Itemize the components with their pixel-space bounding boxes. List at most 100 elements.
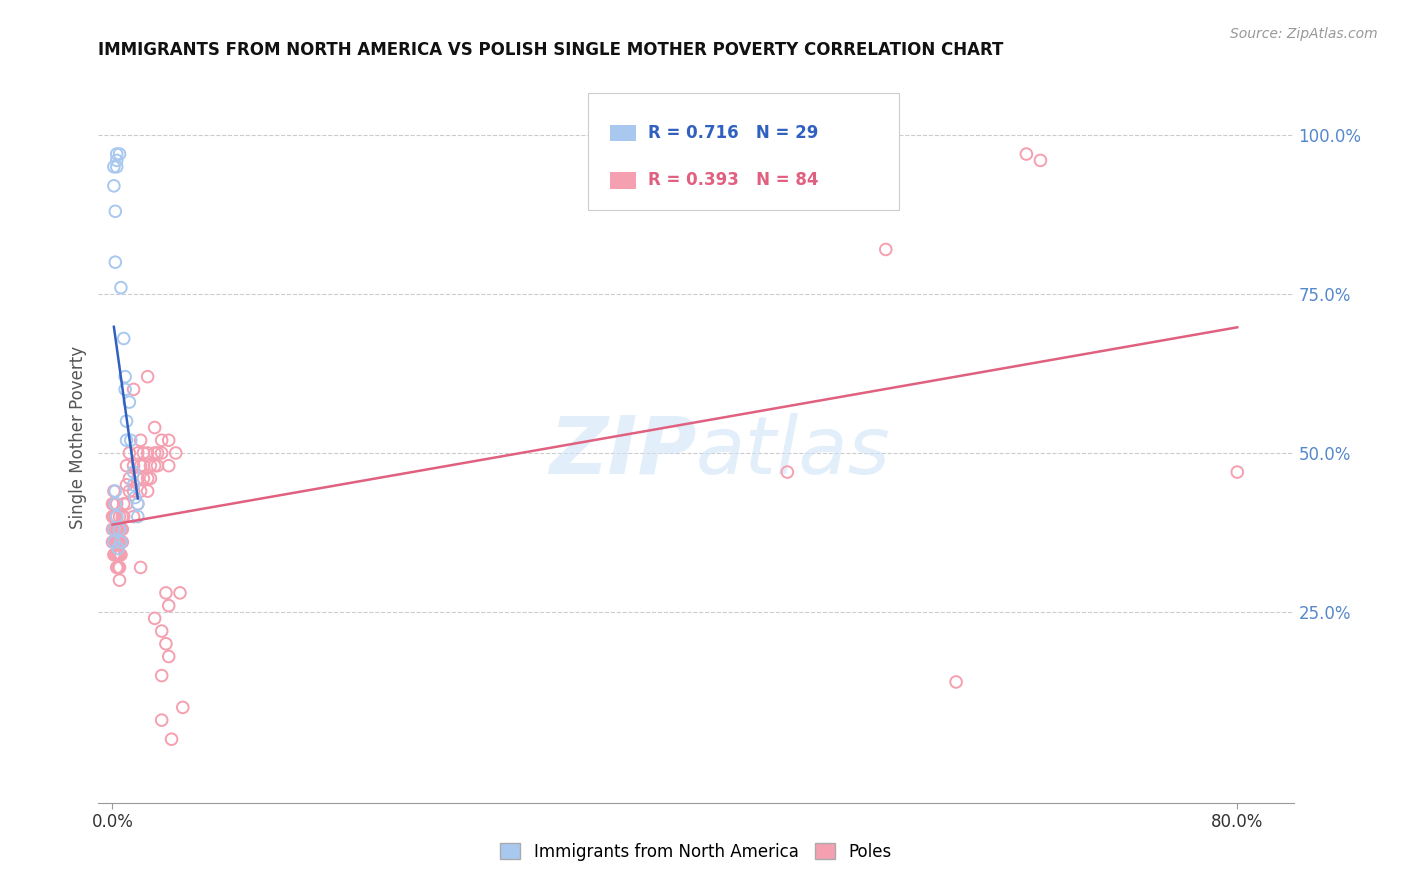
FancyBboxPatch shape	[610, 126, 637, 142]
Point	[115, 414, 138, 428]
Point	[146, 446, 169, 460]
Point	[105, 497, 128, 511]
Point	[122, 458, 145, 473]
Point	[107, 560, 129, 574]
Point	[157, 458, 180, 473]
Point	[108, 522, 131, 536]
Point	[103, 522, 125, 536]
Point	[108, 147, 131, 161]
Point	[110, 535, 132, 549]
Point	[1015, 147, 1038, 161]
Point	[118, 471, 141, 485]
Point	[129, 434, 152, 448]
Point	[108, 535, 131, 549]
Point	[104, 497, 127, 511]
Point	[107, 548, 129, 562]
Point	[155, 637, 177, 651]
Point	[118, 446, 141, 460]
Point	[124, 491, 146, 505]
Point	[105, 147, 128, 161]
Point	[132, 471, 155, 485]
Point	[103, 548, 125, 562]
Point	[136, 484, 159, 499]
Point	[105, 153, 128, 168]
Point	[143, 611, 166, 625]
Point	[150, 624, 173, 638]
Point	[143, 420, 166, 434]
Point	[122, 509, 145, 524]
Point	[110, 280, 132, 294]
Text: IMMIGRANTS FROM NORTH AMERICA VS POLISH SINGLE MOTHER POVERTY CORRELATION CHART: IMMIGRANTS FROM NORTH AMERICA VS POLISH …	[98, 41, 1004, 59]
Point	[101, 509, 124, 524]
Point	[101, 497, 124, 511]
Point	[114, 369, 136, 384]
Point	[103, 509, 125, 524]
Point	[157, 434, 180, 448]
Point	[112, 497, 135, 511]
Point	[101, 522, 124, 536]
Point	[129, 560, 152, 574]
Point	[132, 446, 155, 460]
Point	[103, 497, 125, 511]
Point	[129, 458, 152, 473]
Point	[105, 522, 128, 536]
Point	[105, 535, 128, 549]
Point	[139, 458, 162, 473]
Point	[104, 548, 127, 562]
Point	[136, 369, 159, 384]
Point	[107, 541, 129, 556]
Point	[1029, 153, 1052, 168]
Point	[139, 471, 162, 485]
Point	[107, 522, 129, 536]
Point	[136, 446, 159, 460]
Point	[120, 434, 142, 448]
Point	[112, 331, 135, 345]
Point	[112, 509, 135, 524]
Point	[132, 458, 155, 473]
Point	[111, 535, 134, 549]
Point	[104, 535, 127, 549]
Point	[115, 458, 138, 473]
Point	[150, 668, 173, 682]
Point	[165, 446, 187, 460]
Point	[104, 204, 127, 219]
Point	[875, 243, 897, 257]
Point	[107, 535, 129, 549]
Point	[127, 446, 149, 460]
Point	[776, 465, 799, 479]
Point	[150, 713, 173, 727]
Point	[172, 700, 194, 714]
Point	[108, 573, 131, 587]
Point	[129, 484, 152, 499]
Point	[105, 160, 128, 174]
Y-axis label: Single Mother Poverty: Single Mother Poverty	[69, 345, 87, 529]
Point	[110, 548, 132, 562]
Point	[104, 522, 127, 536]
Point	[111, 522, 134, 536]
FancyBboxPatch shape	[589, 94, 900, 211]
Text: atlas: atlas	[696, 413, 891, 491]
Point	[118, 395, 141, 409]
Point	[108, 509, 131, 524]
Point	[110, 535, 132, 549]
Point	[127, 497, 149, 511]
Point	[150, 446, 173, 460]
Point	[104, 509, 127, 524]
Point	[157, 599, 180, 613]
Point	[103, 484, 125, 499]
Point	[108, 522, 131, 536]
Point	[127, 497, 149, 511]
Point	[111, 509, 134, 524]
Point	[103, 178, 125, 193]
Point	[143, 446, 166, 460]
Point	[122, 383, 145, 397]
Point	[122, 465, 145, 479]
Point	[1226, 465, 1249, 479]
Point	[127, 471, 149, 485]
Point	[115, 434, 138, 448]
Point	[108, 548, 131, 562]
Point	[155, 586, 177, 600]
FancyBboxPatch shape	[610, 172, 637, 188]
Text: ZIP: ZIP	[548, 413, 696, 491]
Point	[150, 434, 173, 448]
